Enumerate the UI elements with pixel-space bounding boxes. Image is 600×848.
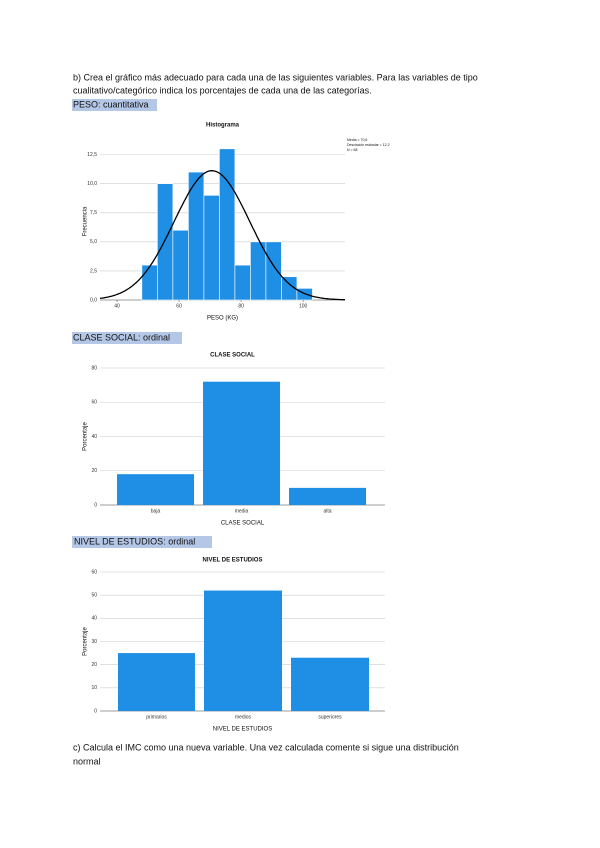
y-axis-label: Porcentaje <box>83 626 89 655</box>
paragraph-line: b) Crea el gráfico más adecuado para cad… <box>73 72 478 82</box>
x-tick-label: superiores <box>318 714 342 720</box>
heading: NIVEL DE ESTUDIOS: ordinal <box>74 536 195 546</box>
x-axis-label: NIVEL DE ESTUDIOS <box>213 727 272 733</box>
y-tick-label: 20 <box>91 468 97 474</box>
y-tick-label: 5,0 <box>90 239 97 245</box>
legend-text: Desviación estándar = 12,2 <box>347 143 390 147</box>
x-tick-label: medios <box>235 714 252 720</box>
chart-title: Histograma <box>206 123 240 129</box>
y-tick-label: 60 <box>91 569 97 575</box>
x-tick-label: 40 <box>114 303 120 309</box>
histogram-bar <box>234 264 251 301</box>
histogram-bar <box>203 195 220 301</box>
highlight <box>72 332 182 344</box>
y-tick-label: 80 <box>91 365 97 371</box>
y-tick-label: 0,0 <box>90 297 97 303</box>
y-tick-label: 10,0 <box>87 181 97 187</box>
highlight <box>72 536 212 548</box>
y-tick-label: 2,5 <box>90 268 97 274</box>
paragraph-line: c) Calcula el IMC como una nueva variabl… <box>73 742 459 752</box>
x-axis-label: CLASE SOCIAL <box>221 521 265 527</box>
heading: PESO: cuantitativa <box>73 99 149 109</box>
bar <box>203 381 280 505</box>
highlight <box>72 99 157 111</box>
chart-title: NIVEL DE ESTUDIOS <box>203 558 263 564</box>
histogram-bar <box>265 241 282 301</box>
x-tick-label: alta <box>323 508 331 514</box>
y-tick-label: 10 <box>91 685 97 691</box>
x-tick-label: media <box>235 508 249 514</box>
y-tick-label: 40 <box>91 434 97 440</box>
legend-text: Media = 70,6 <box>347 138 367 142</box>
y-axis-label: Frecuencia <box>83 206 89 236</box>
y-tick-label: 0 <box>94 502 97 508</box>
paragraph-line: normal <box>73 756 101 766</box>
legend-text: N = 68 <box>347 148 357 152</box>
x-tick-label: 100 <box>299 303 308 309</box>
histogram-bar <box>188 171 205 301</box>
y-tick-label: 60 <box>91 400 97 406</box>
y-tick-label: 0 <box>94 708 97 714</box>
y-tick-label: 40 <box>91 616 97 622</box>
x-tick-label: 60 <box>176 303 182 309</box>
histogram-bar <box>219 148 236 301</box>
histogram-bar <box>141 264 158 301</box>
bar <box>117 474 194 505</box>
y-axis-label: Porcentaje <box>83 421 89 450</box>
histogram-bar <box>250 241 267 301</box>
bar <box>204 590 282 711</box>
paragraph-line: cualitativo/categórico indica los porcen… <box>73 85 372 95</box>
y-tick-label: 12,5 <box>87 152 97 158</box>
bar <box>291 657 369 711</box>
histogram-bar <box>157 183 174 301</box>
y-tick-label: 20 <box>91 662 97 668</box>
x-tick-label: 80 <box>238 303 244 309</box>
y-tick-label: 7,5 <box>90 210 97 216</box>
normal-curve <box>99 170 345 301</box>
bar <box>118 653 195 711</box>
x-axis-label: PESO (KG) <box>207 316 238 322</box>
heading: CLASE SOCIAL: ordinal <box>73 332 170 342</box>
x-tick-label: primarios <box>146 714 167 720</box>
chart-title: CLASE SOCIAL <box>210 353 255 359</box>
y-tick-label: 30 <box>91 639 97 645</box>
y-tick-label: 50 <box>91 592 97 598</box>
bar <box>289 487 366 505</box>
histogram-bar <box>172 229 189 301</box>
x-tick-label: baja <box>151 508 161 514</box>
